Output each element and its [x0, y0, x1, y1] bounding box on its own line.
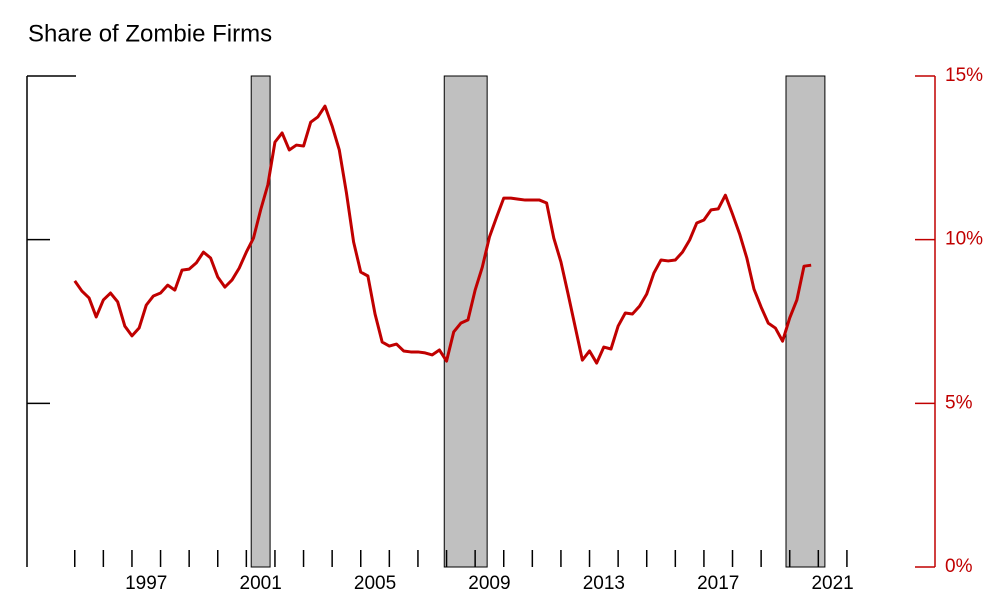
- data-line: [73, 104, 812, 365]
- y2-tick-label: 15%: [945, 65, 983, 86]
- x-tick-label: 2001: [240, 573, 282, 594]
- recession-band: [785, 75, 826, 568]
- x-tick-label: 1997: [125, 573, 167, 594]
- x-tick-label: 2017: [697, 573, 739, 594]
- x-tick-label: 2021: [811, 573, 853, 594]
- x-tick-label: 2005: [354, 573, 396, 594]
- y2-tick-label: 0%: [945, 556, 973, 577]
- chart-title: Share of Zombie Firms: [28, 20, 272, 47]
- x-tick-label: 2013: [583, 573, 625, 594]
- recession-band: [250, 75, 271, 568]
- y2-tick-label: 10%: [945, 229, 983, 250]
- y2-tick-label: 5%: [945, 392, 973, 413]
- x-tick-label: 2009: [468, 573, 510, 594]
